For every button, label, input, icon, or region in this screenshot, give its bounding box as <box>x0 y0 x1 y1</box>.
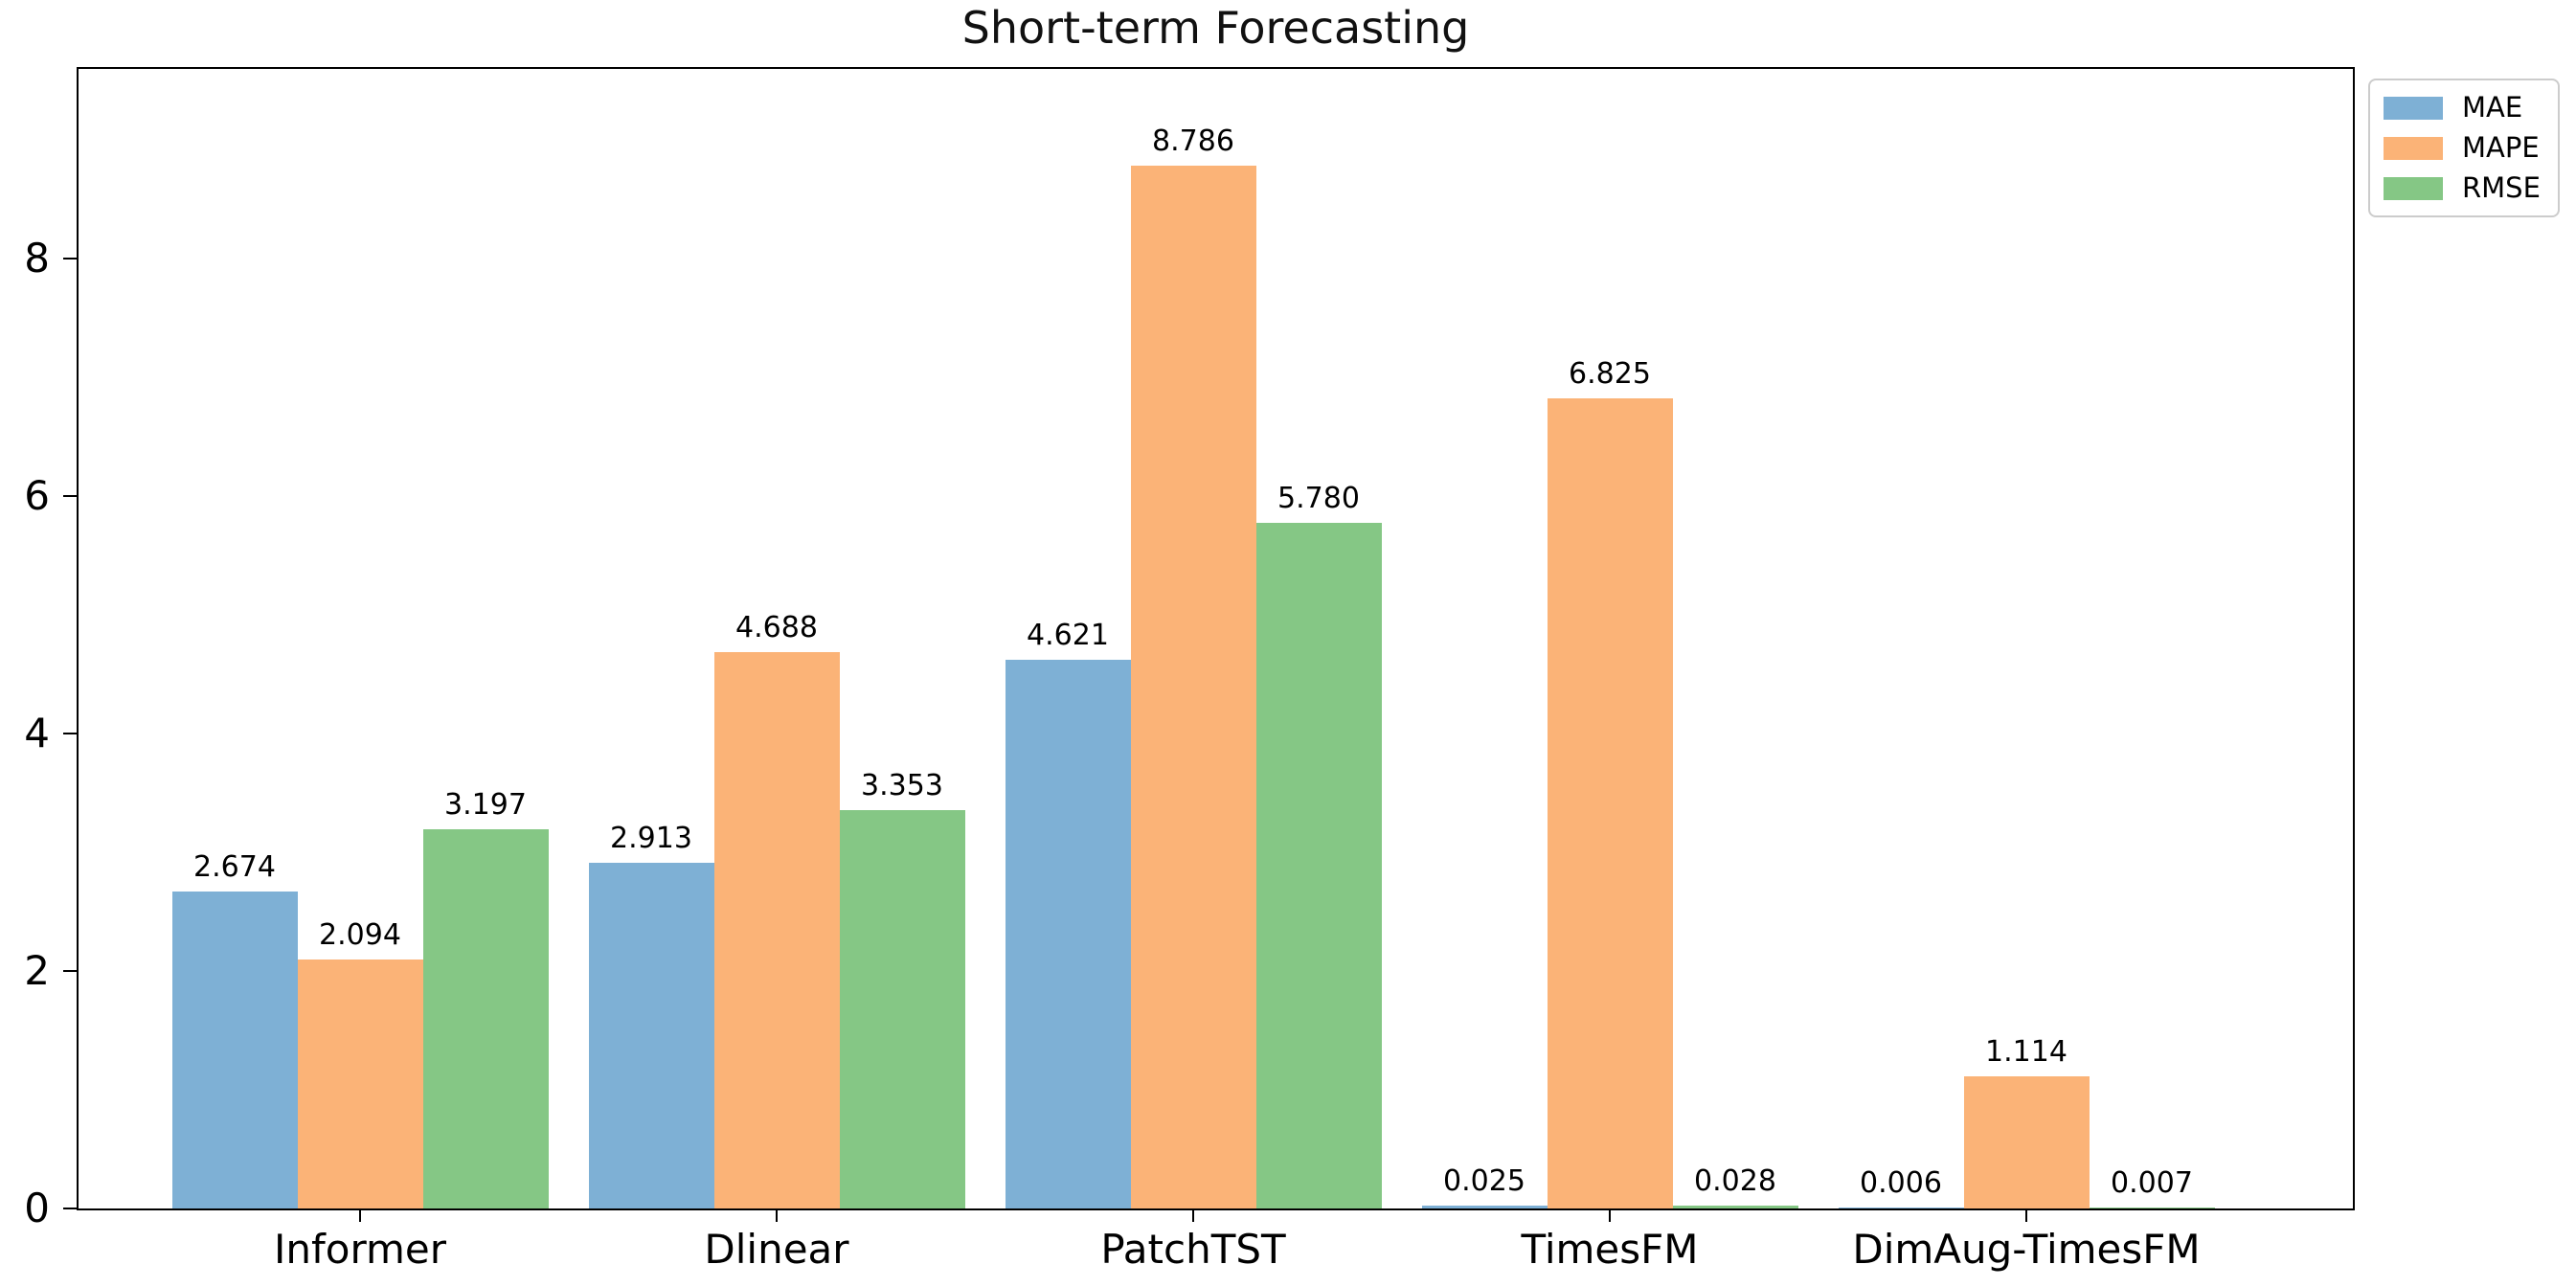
bar-mae-timesfm <box>1421 1205 1548 1208</box>
bar-mape-dimaug-timesfm <box>1963 1075 2090 1208</box>
legend-label: MAE <box>2462 91 2523 124</box>
x-category-label: TimesFM <box>1521 1226 1699 1273</box>
bar-value-label: 4.688 <box>735 610 818 644</box>
bar-value-label: 0.006 <box>1860 1166 1942 1201</box>
bar-value-label: 0.025 <box>1443 1163 1525 1198</box>
bar-rmse-timesfm <box>1672 1205 1798 1208</box>
x-category-label: Informer <box>273 1226 447 1273</box>
bar-mae-informer <box>171 891 298 1208</box>
bar-value-label: 0.028 <box>1694 1163 1776 1198</box>
y-tick-label: 2 <box>24 947 50 995</box>
bar-rmse-informer <box>422 828 549 1208</box>
y-tick-label: 8 <box>24 235 50 282</box>
bar-mape-dlinear <box>713 651 840 1208</box>
bar-value-label: 2.094 <box>319 918 401 953</box>
plot-area: 0 2 4 6 8 Informer 2.674 2.094 3.197 Dlinear 2.913… <box>24 67 2355 1270</box>
bar-mape-informer <box>297 960 423 1208</box>
legend-item-mape: MAPE <box>2384 134 2541 162</box>
x-category-label: DimAug-TimesFM <box>1852 1226 2201 1273</box>
y-tick-mark <box>63 495 77 498</box>
legend-item-rmse: RMSE <box>2384 174 2541 202</box>
y-tick-mark <box>63 970 77 973</box>
bar-mae-dlinear <box>588 862 714 1208</box>
y-tick-mark <box>63 258 77 260</box>
bar-value-label: 5.780 <box>1277 481 1360 515</box>
bar-value-label: 0.007 <box>2111 1166 2193 1201</box>
bar-rmse-dlinear <box>839 810 965 1208</box>
x-tick-mark <box>1609 1208 1611 1222</box>
chart-title: Short-term Forecasting <box>961 2 1470 54</box>
legend-label: MAPE <box>2462 131 2540 164</box>
bar-mape-patchtst <box>1130 165 1256 1208</box>
y-tick-mark <box>63 733 77 735</box>
bar-mape-timesfm <box>1547 397 1673 1208</box>
y-tick-label: 6 <box>24 472 50 520</box>
bar-rmse-patchtst <box>1255 522 1382 1208</box>
x-category-label: Dlinear <box>704 1226 849 1273</box>
legend-item-mae: MAE <box>2384 94 2541 122</box>
bar-mae-patchtst <box>1005 660 1131 1208</box>
bar-value-label: 2.913 <box>610 821 692 855</box>
x-tick-mark <box>1192 1208 1194 1222</box>
bar-value-label: 8.786 <box>1152 124 1234 158</box>
y-tick-mark <box>63 1208 77 1209</box>
x-category-label: PatchTST <box>1100 1226 1286 1273</box>
bar-value-label: 2.674 <box>193 849 276 884</box>
legend: MAE MAPE RMSE <box>2368 79 2560 217</box>
bar-value-label: 3.353 <box>861 769 943 803</box>
bar-value-label: 4.621 <box>1027 619 1109 653</box>
legend-swatch-mae <box>2384 96 2443 120</box>
legend-swatch-rmse <box>2384 176 2443 200</box>
bar-value-label: 1.114 <box>1985 1034 2068 1069</box>
bar-value-label: 6.825 <box>1569 356 1651 391</box>
y-tick-label: 0 <box>24 1185 50 1231</box>
x-tick-mark <box>2025 1208 2027 1222</box>
legend-swatch-mape <box>2384 136 2443 160</box>
bar-value-label: 3.197 <box>444 787 527 822</box>
x-tick-mark <box>359 1208 361 1222</box>
y-tick-label: 4 <box>24 710 50 757</box>
legend-label: RMSE <box>2462 171 2541 204</box>
x-tick-mark <box>776 1208 778 1222</box>
